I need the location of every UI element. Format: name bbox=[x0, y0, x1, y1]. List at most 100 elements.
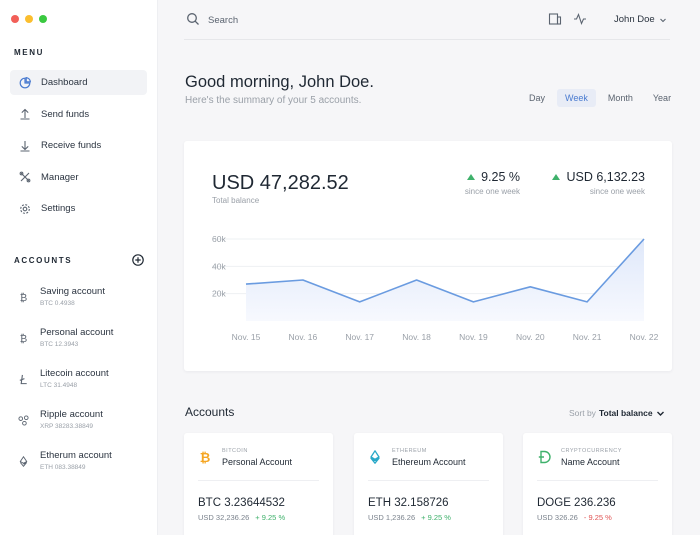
account-card-bitcoin[interactable]: ₿ BITCOIN Personal Account BTC 3.2364453… bbox=[184, 433, 333, 535]
account-name: Etherum account bbox=[40, 450, 112, 461]
bitcoin-icon: ₿ bbox=[200, 451, 211, 464]
sort-prefix: Sort by bbox=[569, 408, 596, 418]
nav-item-manager[interactable]: Manager bbox=[10, 165, 147, 190]
account-item-etherum[interactable]: Etherum account ETH 083.38849 bbox=[18, 448, 148, 489]
x-tick-label: Nov. 16 bbox=[289, 332, 318, 342]
nav-item-dashboard[interactable]: Dashboard bbox=[10, 70, 147, 95]
card-change: - 9.25 % bbox=[583, 513, 612, 522]
nav-item-label: Receive funds bbox=[41, 140, 102, 151]
tools-icon bbox=[19, 171, 31, 183]
litecoin-icon bbox=[19, 374, 27, 385]
card-type: BITCOIN bbox=[222, 448, 248, 454]
account-name: Personal account bbox=[40, 327, 114, 338]
card-amount: DOGE 236.236 bbox=[537, 497, 616, 509]
x-tick-label: Nov. 22 bbox=[630, 332, 659, 342]
maximize-window-button[interactable] bbox=[39, 15, 47, 23]
card-type: ETHEREUM bbox=[392, 448, 427, 454]
chevron-down-icon bbox=[659, 18, 666, 22]
stat-caption: since one week bbox=[589, 187, 645, 196]
account-name: Litecoin account bbox=[40, 368, 109, 379]
account-item-personal[interactable]: ₿ Personal account BTC 12.3943 bbox=[18, 325, 148, 366]
card-change: + 9.25 % bbox=[421, 513, 451, 522]
x-tick-label: Nov. 15 bbox=[232, 332, 261, 342]
ethereum-icon bbox=[19, 456, 28, 467]
y-tick-label: 40k bbox=[212, 261, 226, 271]
page-subtitle: Here's the summary of your 5 accounts. bbox=[185, 95, 362, 106]
accounts-section-title: Accounts bbox=[185, 405, 235, 419]
activity-icon[interactable] bbox=[573, 12, 587, 26]
user-menu[interactable]: John Doe bbox=[614, 14, 667, 25]
topbar: John Doe bbox=[184, 0, 670, 40]
account-balance: BTC 12.3943 bbox=[40, 341, 79, 348]
nav-item-send-funds[interactable]: Send funds bbox=[10, 102, 147, 127]
nav-item-label: Settings bbox=[41, 203, 76, 214]
bitcoin-icon: ₿ bbox=[20, 292, 27, 303]
sort-value: Total balance bbox=[598, 408, 653, 418]
accounts-label: ACCOUNTS bbox=[14, 256, 73, 265]
gear-icon bbox=[20, 203, 30, 214]
stat-change-percent: 9.25 % since one week bbox=[465, 170, 520, 196]
download-icon bbox=[20, 140, 30, 152]
nav-item-settings[interactable]: Settings bbox=[10, 196, 147, 221]
stat-value: USD 6,132.23 bbox=[566, 170, 645, 184]
chevron-down-icon bbox=[656, 411, 664, 416]
account-item-litecoin[interactable]: Litecoin account LTC 31.4948 bbox=[18, 366, 148, 407]
card-divider bbox=[368, 480, 489, 481]
close-window-button[interactable] bbox=[11, 15, 19, 23]
devices-icon[interactable] bbox=[548, 12, 562, 26]
account-balance: BTC 0.4938 bbox=[40, 300, 75, 307]
account-card-ethereum[interactable]: ETHEREUM Ethereum Account ETH 32.158726 … bbox=[354, 433, 503, 535]
card-divider bbox=[198, 480, 319, 481]
sidebar: MENU Dashboard Send funds Receive funds … bbox=[0, 0, 158, 535]
menu-label: MENU bbox=[14, 48, 44, 57]
account-balance: ETH 083.38849 bbox=[40, 464, 86, 471]
nav-item-label: Send funds bbox=[41, 108, 90, 120]
card-usd-value: USD 32,236.26 bbox=[198, 513, 250, 522]
search-icon[interactable] bbox=[186, 12, 200, 26]
dogecoin-icon bbox=[538, 450, 551, 464]
card-type: CRYPTOCURRENCY bbox=[561, 448, 622, 454]
account-item-ripple[interactable]: Ripple account XRP 38283.38849 bbox=[18, 407, 148, 448]
tab-day[interactable]: Day bbox=[529, 93, 546, 103]
range-tabs: Day Week Month Year bbox=[517, 89, 679, 107]
bitcoin-icon: ₿ bbox=[20, 333, 27, 344]
tab-year[interactable]: Year bbox=[652, 93, 672, 103]
nav-item-label: Dashboard bbox=[41, 77, 88, 88]
total-balance-value: USD 47,282.52 bbox=[212, 172, 349, 194]
account-list: ₿ Saving account BTC 0.4938 ₿ Personal ac… bbox=[18, 284, 148, 489]
x-tick-label: Nov. 18 bbox=[402, 332, 431, 342]
account-card-dogecoin[interactable]: CRYPTOCURRENCY Name Account DOGE 236.236… bbox=[523, 433, 672, 535]
ethereum-icon bbox=[370, 450, 380, 464]
sort-dropdown[interactable]: Sort by Total balance bbox=[569, 408, 665, 418]
minimize-window-button[interactable] bbox=[25, 15, 33, 23]
card-amount: ETH 32.158726 bbox=[368, 497, 449, 509]
card-usd-value: USD 326.26 bbox=[537, 513, 578, 522]
svg-text:₿: ₿ bbox=[200, 451, 211, 464]
account-item-saving[interactable]: ₿ Saving account BTC 0.4938 bbox=[18, 284, 148, 325]
card-usd-value: USD 1,236.26 bbox=[368, 513, 416, 522]
svg-text:₿: ₿ bbox=[20, 333, 27, 344]
pie-chart-icon bbox=[19, 76, 31, 88]
tab-month[interactable]: Month bbox=[607, 93, 633, 103]
search-input[interactable] bbox=[208, 12, 408, 28]
total-balance-label: Total balance bbox=[212, 196, 260, 205]
x-tick-label: Nov. 17 bbox=[345, 332, 374, 342]
tab-week[interactable]: Week bbox=[557, 89, 596, 107]
nav-item-receive-funds[interactable]: Receive funds bbox=[10, 133, 147, 158]
x-tick-label: Nov. 19 bbox=[459, 332, 488, 342]
nav-item-label: Manager bbox=[41, 171, 79, 183]
page-title: Good morning, John Doe. bbox=[185, 73, 374, 91]
card-name: Ethereum Account bbox=[392, 457, 466, 467]
card-divider bbox=[537, 480, 658, 481]
add-account-icon[interactable] bbox=[132, 254, 144, 266]
balance-chart: 60k 40k 20k Nov. 15 Nov. 16 Nov. 17 Nov. 18 Nov… bbox=[212, 234, 659, 342]
account-name: Ripple account bbox=[40, 409, 103, 420]
stat-change-amount: USD 6,132.23 since one week bbox=[552, 170, 645, 196]
stat-value: 9.25 % bbox=[481, 170, 520, 184]
card-name: Name Account bbox=[561, 457, 620, 467]
account-name: Saving account bbox=[40, 286, 105, 297]
card-amount: BTC 3.23644532 bbox=[198, 497, 285, 509]
stat-caption: since one week bbox=[464, 187, 520, 196]
window-controls bbox=[11, 15, 47, 23]
trend-up-icon bbox=[552, 174, 561, 180]
